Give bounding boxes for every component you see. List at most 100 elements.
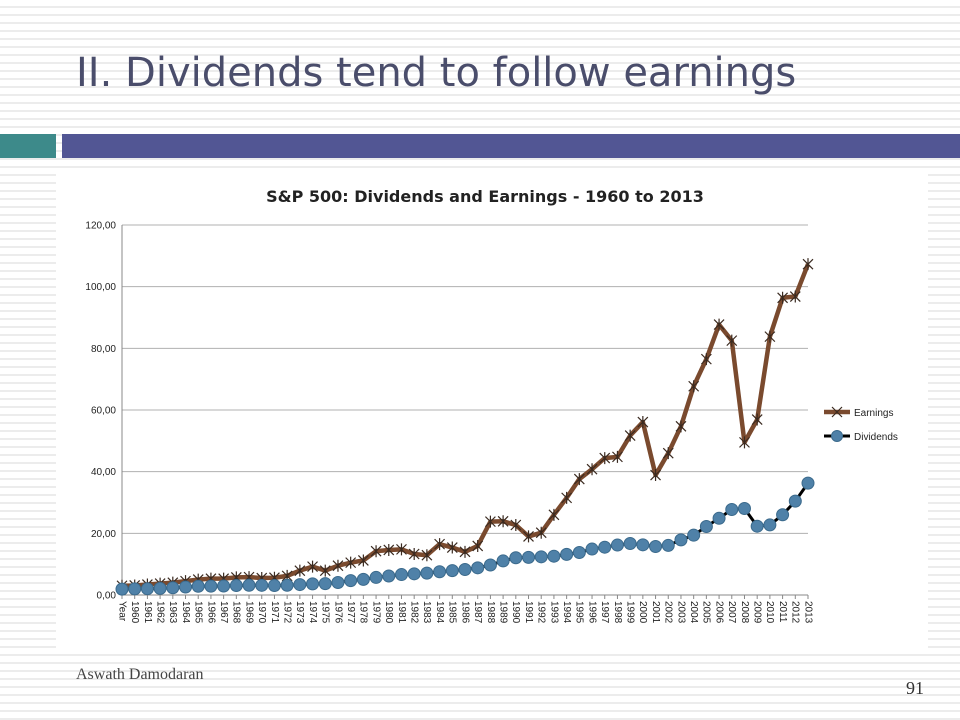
dividends-point [737,502,751,516]
dividends-point [471,561,485,575]
x-tick-label: 1979 [370,601,381,624]
x-tick-label: 1983 [421,601,432,624]
page-number: 91 [906,678,924,698]
dividends-point [572,545,586,559]
x-tick-label: 1980 [383,601,394,624]
x-tick-label: 2010 [764,601,775,624]
earnings-point [739,436,750,449]
legend-dividends-marker [831,430,843,442]
x-tick-label: 2004 [688,601,699,624]
y-tick-label: 40,00 [91,467,116,478]
dividends-point [242,578,256,592]
earnings-point [688,380,700,393]
earnings-point [472,539,484,552]
x-tick-label: 2007 [726,601,737,624]
x-tick-label: 1969 [243,601,254,624]
dividends-point [458,562,472,576]
dividends-point [496,554,510,568]
earnings-point [459,545,471,558]
earnings-point [612,450,623,463]
x-tick-label: 2000 [637,601,648,624]
x-tick-label: 1964 [180,601,191,624]
x-tick-label: 1994 [561,601,572,624]
dividends-point [649,539,663,553]
dividends-point [509,551,523,565]
dividends-point [331,576,345,590]
accent-bar-main [62,134,960,158]
dividends-point [140,582,154,596]
dividends-point [801,476,815,490]
accent-bar-teal [0,134,56,158]
x-tick-label: 1978 [358,601,369,624]
dividends-point [217,579,231,593]
earnings-point [662,447,674,460]
x-tick-label: 1991 [523,601,534,624]
earnings-point [802,258,814,271]
x-tick-label: 1992 [536,601,547,624]
x-tick-label: 1987 [472,601,483,624]
x-tick-label: 2013 [802,601,813,624]
x-tick-label: 1989 [497,601,508,624]
dividends-point [598,540,612,554]
x-tick-label: 1998 [612,601,623,624]
dividends-point [534,550,548,564]
dividends-point [369,570,383,584]
chart-title: S&P 500: Dividends and Earnings - 1960 t… [266,187,704,206]
dividends-point [445,564,459,578]
x-tick-label: 2005 [701,601,712,624]
x-tick-label: 1975 [320,601,331,624]
earnings-point [713,318,725,331]
dividends-point [661,538,675,552]
x-tick-label: 1982 [409,601,420,624]
x-tick-label: 2006 [713,601,724,624]
x-tick-label: 1999 [625,601,636,624]
x-tick-label: 2009 [752,601,763,624]
chart-panel: S&P 500: Dividends and Earnings - 1960 t… [56,172,928,654]
footer-author: Aswath Damodaran [76,666,204,683]
dividends-point [483,558,497,572]
dividends-point [229,579,243,593]
dividends-point [433,565,447,579]
x-tick-label: 2003 [675,601,686,624]
dividends-point [788,494,802,508]
x-tick-label: 1997 [599,601,610,624]
earnings-point [396,543,407,556]
x-tick-label: 1988 [485,601,496,624]
legend-dividends-label: Dividends [854,432,898,443]
x-tick-label: 1961 [142,601,153,624]
y-tick-label: 20,00 [91,529,116,540]
earnings-point [307,560,318,573]
dividends-point [191,579,205,593]
earnings-point [446,541,458,554]
y-tick-label: 60,00 [91,406,116,417]
dividends-point [293,578,307,592]
dividends-point [204,579,218,593]
x-tick-label: 1984 [434,601,445,624]
chart-svg: S&P 500: Dividends and Earnings - 1960 t… [85,187,898,624]
dividends-point [750,519,764,533]
y-tick-label: 80,00 [91,344,116,355]
x-tick-label: 2008 [739,601,750,624]
earnings-point [548,508,560,521]
earnings-point [497,515,509,528]
dividends-point [166,581,180,595]
x-tick-label: 2012 [790,601,801,624]
dividends-point [420,566,434,580]
dividends-point [585,542,599,556]
x-tick-label: 1971 [269,601,280,624]
earnings-point [789,290,801,303]
x-tick-label: Year [116,601,127,622]
earnings-point [599,452,611,465]
x-tick-label: 1970 [256,601,267,624]
x-tick-label: 2011 [777,601,788,623]
x-tick-label: 1981 [396,601,407,624]
dividends-point [623,536,637,550]
y-tick-label: 100,00 [85,282,116,293]
x-tick-label: 1972 [282,601,293,624]
earnings-point [700,353,712,366]
earnings-point [510,519,522,532]
earnings-point [332,559,344,572]
dividends-point [407,567,421,581]
x-tick-label: 1966 [205,601,216,624]
earnings-point [319,564,331,577]
